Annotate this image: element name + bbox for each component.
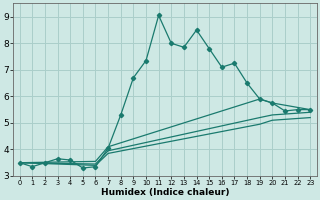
X-axis label: Humidex (Indice chaleur): Humidex (Indice chaleur) xyxy=(101,188,229,197)
